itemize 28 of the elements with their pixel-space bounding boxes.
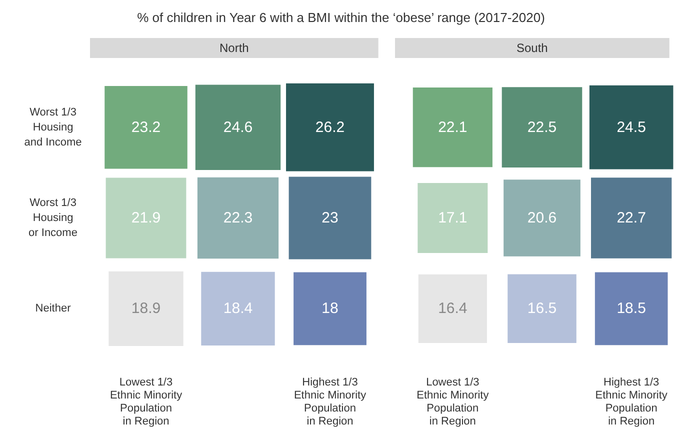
data-label: 22.7 [616, 210, 646, 226]
data-label: 22.3 [223, 210, 253, 226]
data-label: 23 [322, 210, 338, 226]
data-label: 23.2 [131, 118, 161, 136]
data-label: 21.9 [131, 210, 161, 226]
x-tick-label: Highest 1/3 Ethnic Minority Population in Region [294, 376, 367, 428]
chart-title: North [220, 41, 249, 55]
chart-title: South [516, 41, 548, 55]
data-label: 24.6 [223, 118, 253, 136]
data-label: 18.5 [616, 300, 646, 318]
y-tick-label: Neither [35, 302, 72, 315]
x-tick-label: Lowest 1/3 Ethnic Minority Population in Region [416, 376, 490, 428]
x-tick-label: Lowest 1/3 Ethnic Minority Population in Region [110, 376, 183, 428]
data-label: 16.5 [527, 300, 557, 318]
data-label: 26.2 [315, 118, 345, 136]
data-label: 17.1 [438, 210, 468, 226]
x-tick-label: Highest 1/3 Ethnic Minority Population in Region [595, 376, 668, 428]
y-tick-label: Worst 1/3 Housing or Income [28, 197, 78, 239]
data-label: 22.1 [438, 118, 468, 136]
data-label: 22.5 [527, 118, 557, 136]
data-label: 20.6 [527, 210, 557, 226]
data-label: 18 [322, 300, 338, 318]
data-label: 18.9 [131, 300, 161, 318]
data-label: 18.4 [223, 300, 253, 318]
y-tick-label: Worst 1/3 Housing and Income [24, 106, 82, 148]
data-label: 24.5 [616, 118, 646, 136]
data-label: 16.4 [438, 300, 468, 318]
text: % of children in Year 6 with a BMI within the ‘obese’ range (2017-2020) [136, 10, 546, 25]
